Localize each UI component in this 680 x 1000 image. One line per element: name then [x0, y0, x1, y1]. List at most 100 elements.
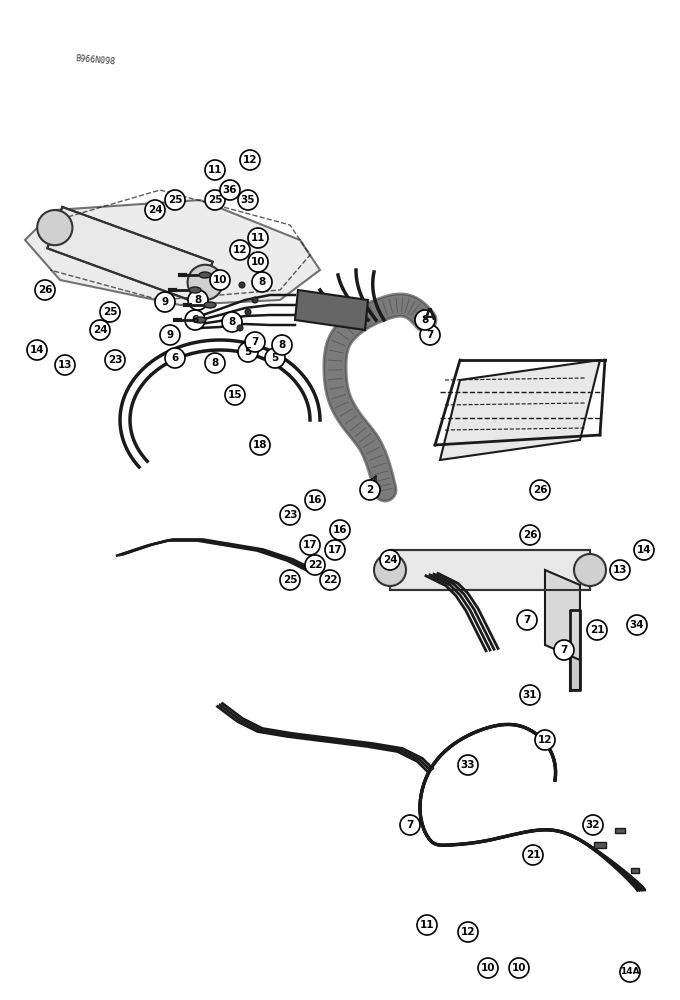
Circle shape	[280, 505, 300, 525]
Circle shape	[205, 353, 225, 373]
Circle shape	[305, 555, 325, 575]
Text: 32: 32	[585, 820, 600, 830]
Circle shape	[520, 525, 540, 545]
Circle shape	[100, 302, 120, 322]
Circle shape	[160, 325, 180, 345]
Text: 10: 10	[251, 257, 265, 267]
Text: 35: 35	[241, 195, 255, 205]
Circle shape	[517, 610, 537, 630]
Text: 17: 17	[328, 545, 342, 555]
Circle shape	[237, 325, 243, 331]
Text: 14: 14	[636, 545, 651, 555]
Text: 5: 5	[271, 353, 279, 363]
Circle shape	[360, 480, 380, 500]
Circle shape	[252, 272, 272, 292]
Text: 6: 6	[191, 315, 199, 325]
Text: 36: 36	[223, 185, 237, 195]
Text: 7: 7	[560, 645, 568, 655]
Circle shape	[587, 620, 607, 640]
Circle shape	[417, 915, 437, 935]
Circle shape	[220, 180, 240, 200]
Circle shape	[225, 385, 245, 405]
Circle shape	[240, 150, 260, 170]
Text: 7: 7	[426, 330, 434, 340]
Text: 9: 9	[167, 330, 173, 340]
Circle shape	[165, 348, 185, 368]
Text: 8: 8	[228, 317, 236, 327]
Circle shape	[252, 297, 258, 303]
Text: 26: 26	[532, 485, 547, 495]
Polygon shape	[390, 550, 590, 590]
Circle shape	[330, 520, 350, 540]
Circle shape	[188, 290, 208, 310]
Circle shape	[535, 730, 555, 750]
Polygon shape	[545, 570, 580, 660]
Polygon shape	[295, 290, 368, 330]
Text: 34: 34	[630, 620, 645, 630]
Text: 8: 8	[278, 340, 286, 350]
Circle shape	[27, 340, 47, 360]
Text: 11: 11	[420, 920, 435, 930]
Text: 24: 24	[383, 555, 397, 565]
Circle shape	[90, 320, 110, 340]
Text: 10: 10	[512, 963, 526, 973]
Circle shape	[620, 962, 640, 982]
Text: 7: 7	[524, 615, 530, 625]
Text: 24: 24	[92, 325, 107, 335]
Circle shape	[634, 540, 654, 560]
Polygon shape	[440, 360, 600, 460]
Text: 8: 8	[422, 315, 428, 325]
Text: 33: 33	[461, 760, 475, 770]
Circle shape	[238, 190, 258, 210]
Circle shape	[265, 348, 285, 368]
Text: 26: 26	[523, 530, 537, 540]
Text: 6: 6	[171, 353, 179, 363]
Text: 23: 23	[107, 355, 122, 365]
Circle shape	[305, 490, 325, 510]
Circle shape	[35, 280, 55, 300]
Circle shape	[230, 240, 250, 260]
Ellipse shape	[194, 317, 206, 323]
Text: 16: 16	[308, 495, 322, 505]
Text: 7: 7	[407, 820, 413, 830]
Text: 10: 10	[213, 275, 227, 285]
Circle shape	[210, 270, 230, 290]
Circle shape	[523, 845, 543, 865]
Circle shape	[238, 342, 258, 362]
Circle shape	[400, 815, 420, 835]
Circle shape	[478, 958, 498, 978]
Circle shape	[222, 312, 242, 332]
Circle shape	[380, 550, 400, 570]
Circle shape	[554, 640, 574, 660]
Text: 12: 12	[461, 927, 475, 937]
Circle shape	[325, 540, 345, 560]
Polygon shape	[25, 200, 320, 305]
Text: 15: 15	[228, 390, 242, 400]
Circle shape	[205, 190, 225, 210]
Circle shape	[245, 309, 251, 315]
Text: 17: 17	[303, 540, 318, 550]
Circle shape	[374, 554, 406, 586]
Circle shape	[610, 560, 630, 580]
Circle shape	[250, 435, 270, 455]
Text: 12: 12	[538, 735, 552, 745]
Text: 12: 12	[243, 155, 257, 165]
Circle shape	[300, 535, 320, 555]
Text: 12: 12	[233, 245, 248, 255]
Circle shape	[280, 570, 300, 590]
Text: B966N098: B966N098	[75, 54, 116, 66]
Text: 13: 13	[58, 360, 72, 370]
Circle shape	[205, 160, 225, 180]
Polygon shape	[48, 207, 213, 303]
Circle shape	[320, 570, 340, 590]
Text: 25: 25	[168, 195, 182, 205]
Text: 2: 2	[367, 485, 373, 495]
Polygon shape	[570, 610, 580, 690]
Circle shape	[574, 554, 606, 586]
Circle shape	[37, 210, 73, 245]
Text: 11: 11	[208, 165, 222, 175]
Circle shape	[583, 815, 603, 835]
Circle shape	[520, 685, 540, 705]
Text: 25: 25	[208, 195, 222, 205]
Circle shape	[509, 958, 529, 978]
